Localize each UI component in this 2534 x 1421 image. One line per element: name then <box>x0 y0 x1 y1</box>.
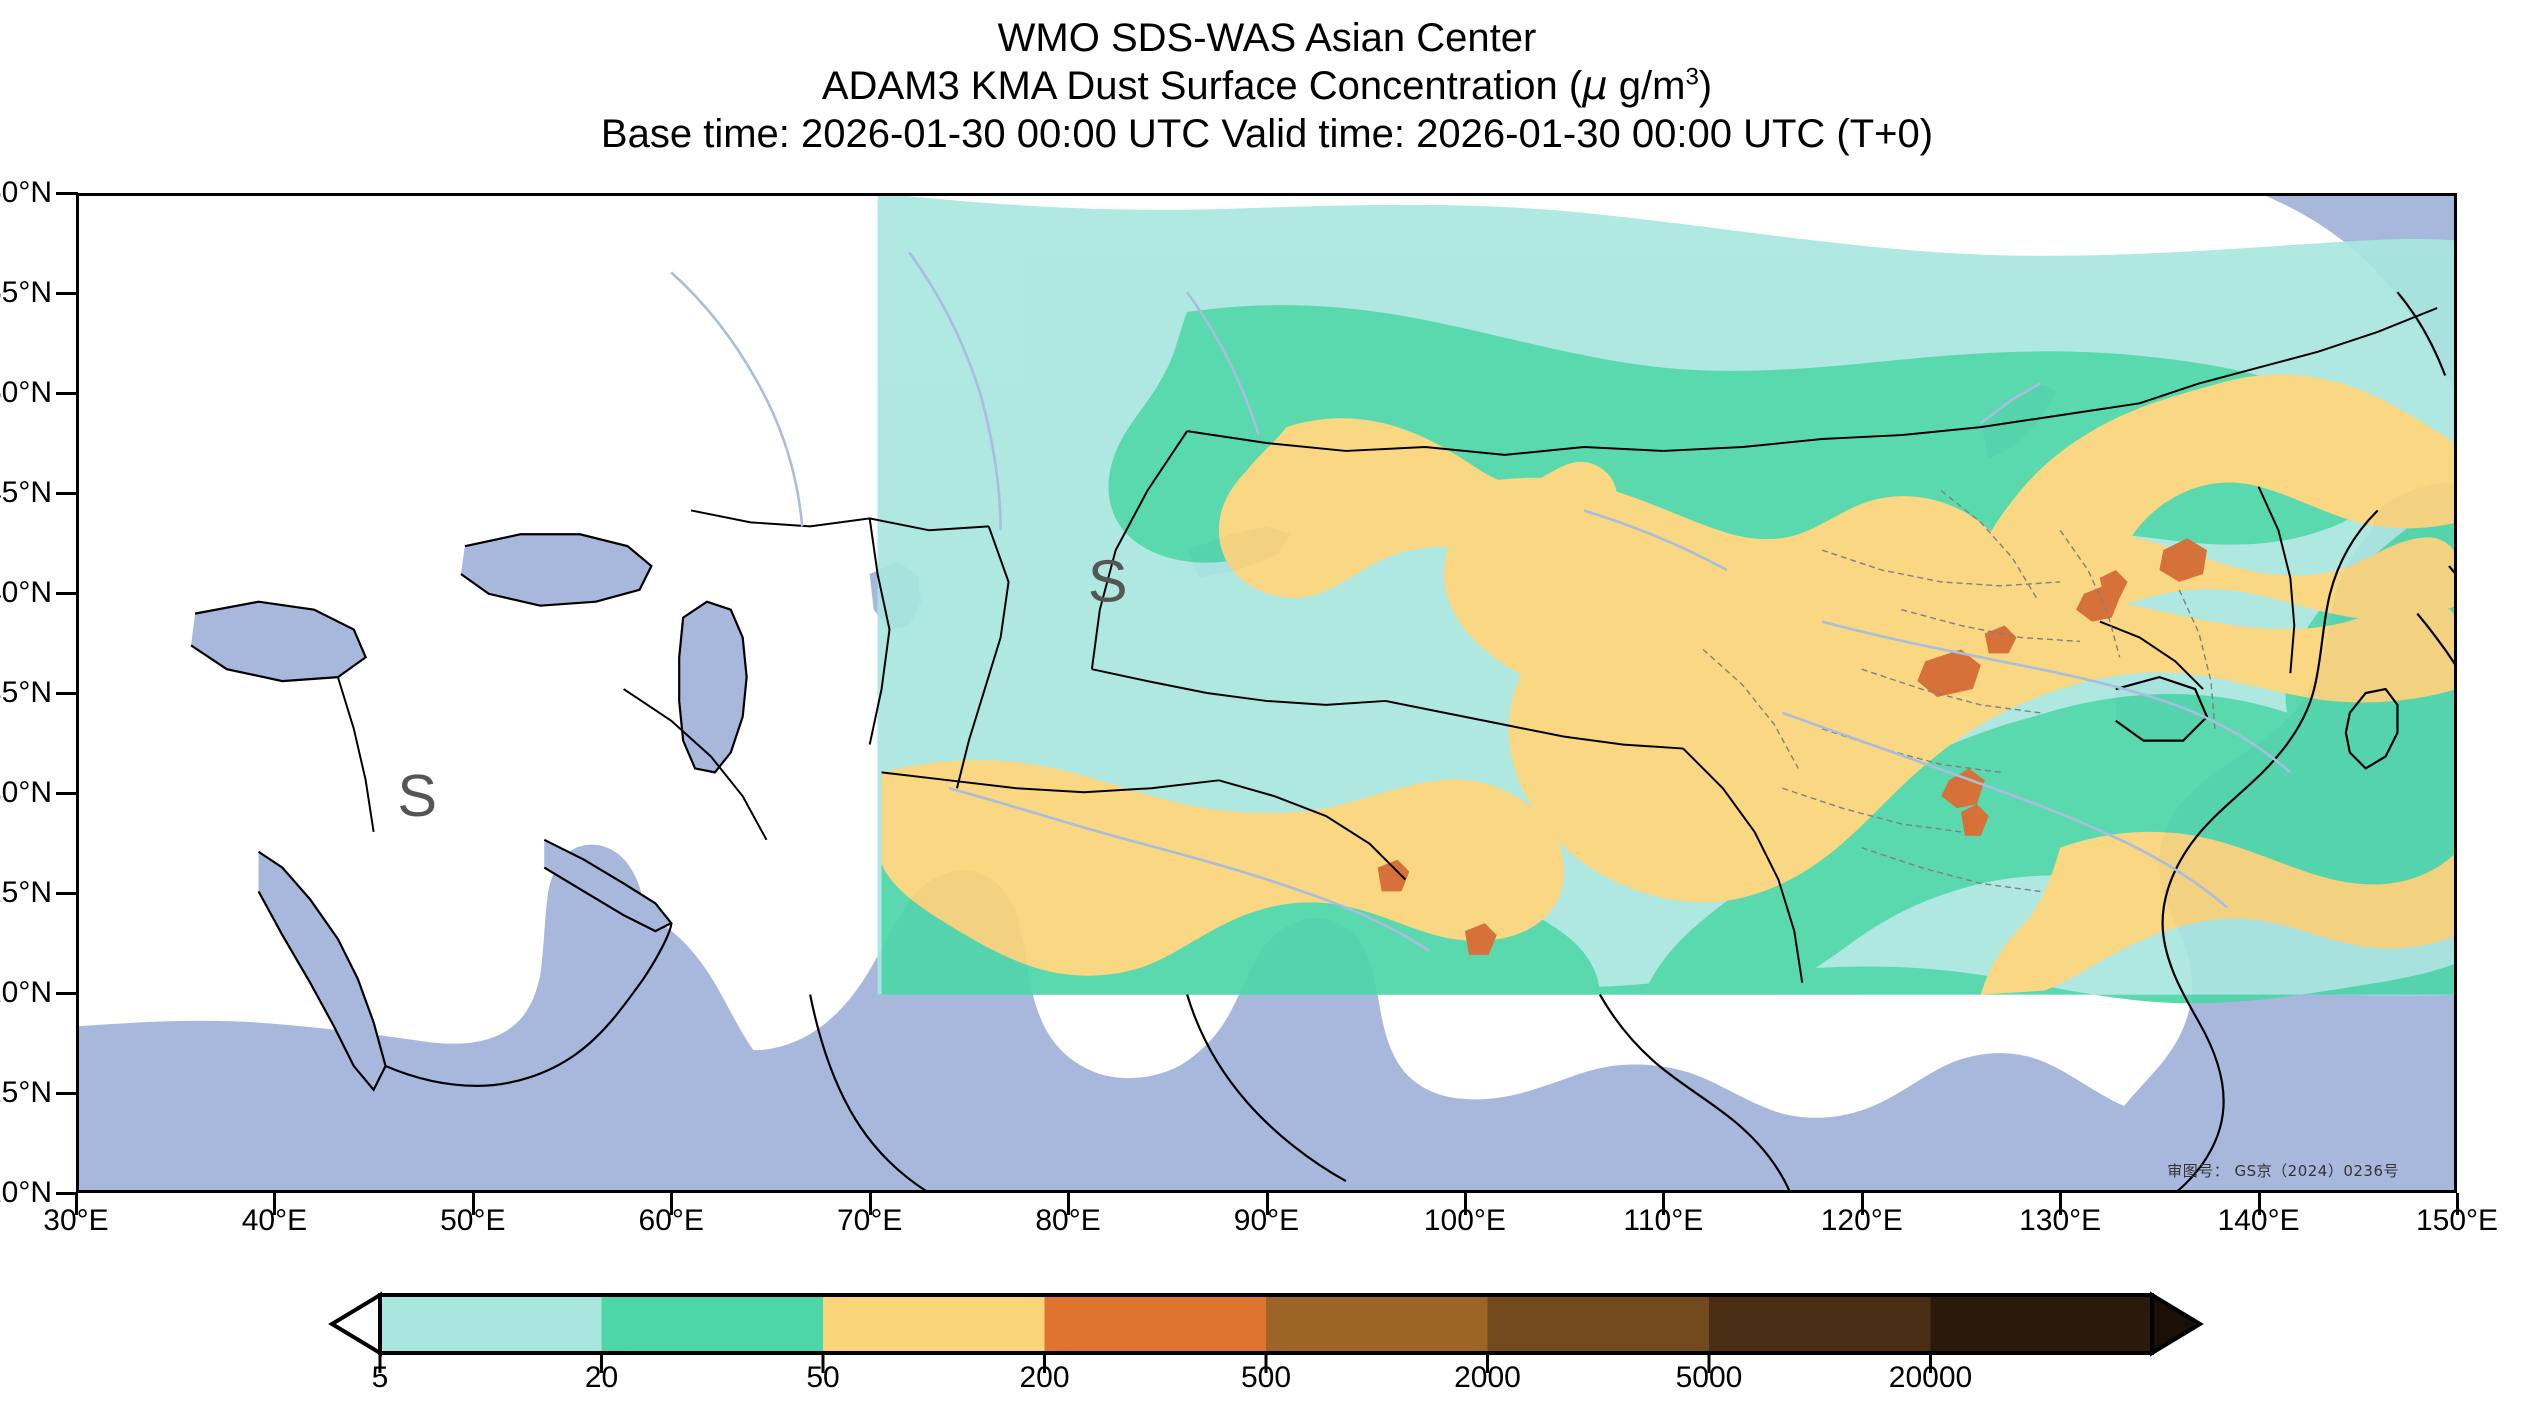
longitude-tick-mark <box>471 1193 475 1215</box>
colorbar-tick-label: 20 <box>584 1361 619 1394</box>
country-borders <box>336 307 2438 983</box>
longitude-tick-mark <box>1463 1193 1467 1215</box>
map-annotations: S S <box>397 548 1127 829</box>
map-credit-text: 审图号： GS京（2024）0236号 <box>2167 1162 2399 1180</box>
latitude-tick-mark <box>56 592 78 595</box>
red-sea <box>258 851 386 1090</box>
longitude-tick-mark <box>1067 1193 1071 1215</box>
latitude-tick-label: 10°N <box>0 1176 52 1209</box>
longitude-tick-mark <box>2456 1193 2459 1215</box>
colorbar-tick-label: 5000 <box>1675 1361 1743 1394</box>
colorbar-band <box>823 1295 1045 1353</box>
longitude-tick-mark <box>868 1193 872 1215</box>
colorbar-svg[interactable] <box>0 1285 2534 1421</box>
band-50-200 <box>881 374 2457 995</box>
colorbar-band <box>1044 1295 1266 1353</box>
latitude-tick-mark <box>56 1092 78 1095</box>
latitude-tick-label: 40°N <box>0 576 52 609</box>
title-variable-units: g/m <box>1607 64 1686 108</box>
colorbar-tick-label: 2000 <box>1454 1361 1521 1394</box>
latitude-tick-label: 15°N <box>0 1076 52 1109</box>
chart-title-block: WMO SDS-WAS Asian Center ADAM3 KMA Dust … <box>0 14 2534 158</box>
title-line-variable: ADAM3 KMA Dust Surface Concentration (μ … <box>0 62 2534 110</box>
geography: S S <box>76 193 2457 1193</box>
dust-concentration-map[interactable]: S S <box>76 193 2457 1193</box>
latitude-tick-mark <box>56 292 78 295</box>
latitude-tick-mark <box>56 992 78 995</box>
colorbar-over-arrow <box>2150 1291 2204 1357</box>
longitude-tick-mark <box>1662 1193 1666 1215</box>
annotation-s-central-asia: S <box>1088 548 1128 615</box>
title-units-exponent: 3 <box>1685 63 1699 91</box>
caspian-sea <box>679 601 747 773</box>
colorbar-tick-label: 5 <box>371 1361 389 1394</box>
colorbar-band <box>1266 1295 1488 1353</box>
latitude-tick-mark <box>56 692 78 695</box>
arabian-sea <box>488 903 811 1193</box>
latitude-tick-mark <box>56 892 78 895</box>
latitude-tick-label: 60°N <box>0 176 52 209</box>
latitude-tick-label: 30°N <box>0 776 52 809</box>
colorbar-tick-label: 20000 <box>1888 1361 1973 1394</box>
latitude-tick-label: 25°N <box>0 876 52 909</box>
black-sea <box>460 534 652 606</box>
colorbar-band <box>601 1295 823 1353</box>
latitude-tick-label: 35°N <box>0 676 52 709</box>
longitude-tick-mark <box>1265 1193 1269 1215</box>
latitude-tick-label: 45°N <box>0 476 52 509</box>
latitude-tick-mark <box>56 792 78 795</box>
rivers <box>670 251 2292 953</box>
mediterranean-sea <box>191 601 366 682</box>
longitude-tick-mark <box>273 1193 277 1215</box>
latitude-tick-label: 50°N <box>0 376 52 409</box>
colorbar-under-arrow <box>328 1291 382 1357</box>
persian-gulf <box>544 839 672 932</box>
colorbar-band <box>1709 1295 1931 1353</box>
coastlines <box>190 291 2457 1193</box>
band-200-500 <box>1377 538 2207 955</box>
colorbar-tick-label: 500 <box>1240 1361 1292 1394</box>
latitude-tick-label: 55°N <box>0 276 52 309</box>
longitude-tick-mark <box>75 1193 78 1215</box>
map-plot-area[interactable]: S S 审图号： GS京（2024）0236号 <box>76 193 2457 1193</box>
longitude-tick-mark <box>2059 1193 2063 1215</box>
longitude-tick-mark <box>1860 1193 1864 1215</box>
title-line-times: Base time: 2026-01-30 00:00 UTC Valid ti… <box>600 112 1934 156</box>
province-borders <box>1702 490 2216 893</box>
colorbar-band <box>1930 1295 2152 1353</box>
longitude-tick-label: 150°E <box>2415 1204 2499 1237</box>
title-line-organization: WMO SDS-WAS Asian Center <box>997 16 1537 60</box>
latitude-tick-mark <box>56 1192 78 1195</box>
latitude-tick-mark <box>56 192 78 195</box>
longitude-tick-mark <box>670 1193 674 1215</box>
latitude-tick-mark <box>56 492 78 495</box>
colorbar-band <box>380 1295 602 1353</box>
colorbar-tick-label: 200 <box>1019 1361 1070 1394</box>
colorbar-band <box>1487 1295 1709 1353</box>
latitude-tick-label: 20°N <box>0 976 52 1009</box>
title-variable-suffix: ) <box>1698 64 1713 108</box>
title-mu-symbol: μ <box>1582 63 1608 109</box>
longitude-tick-label: 30°E <box>43 1204 109 1237</box>
colorbar-tick-label: 50 <box>806 1361 840 1394</box>
annotation-s-arabia: S <box>397 762 437 829</box>
colorbar[interactable]: 5 20 50 200 500 2000 5000 20000 <box>0 1285 2534 1421</box>
title-variable-prefix: ADAM3 KMA Dust Surface Concentration ( <box>821 64 1583 108</box>
latitude-tick-mark <box>56 392 78 395</box>
longitude-tick-mark <box>2257 1193 2261 1215</box>
